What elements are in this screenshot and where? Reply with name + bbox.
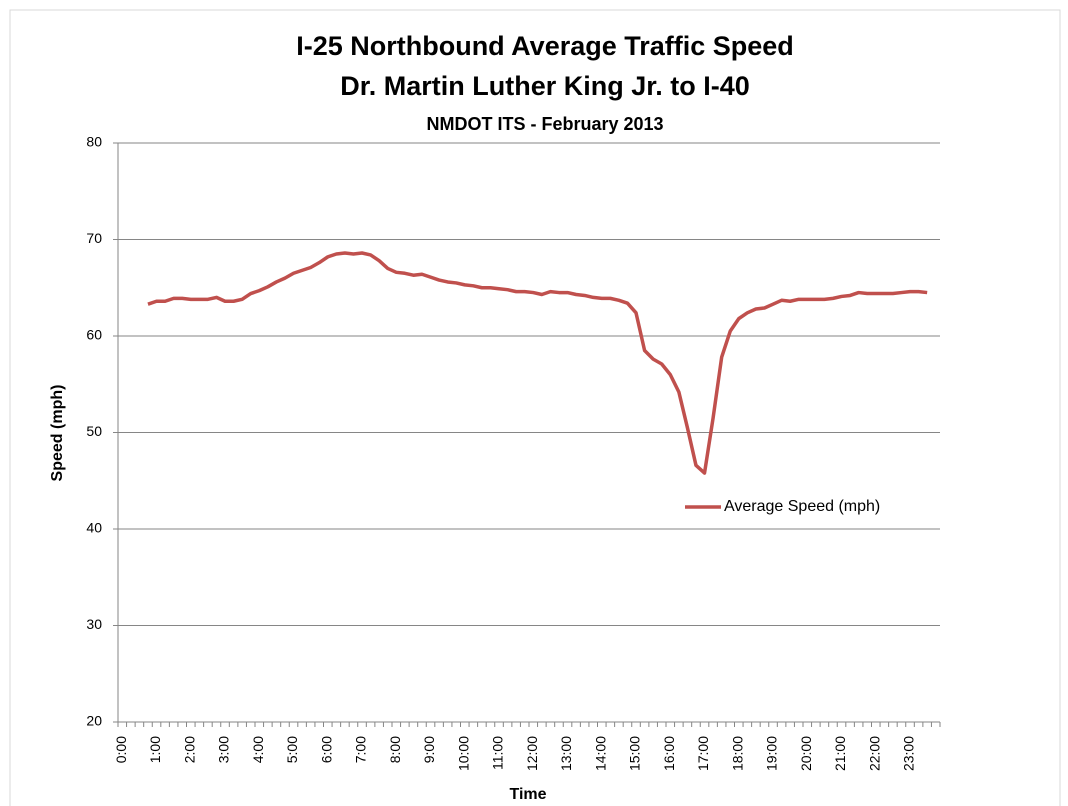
- x-tick-label: 12:00: [524, 736, 540, 771]
- x-tick-label: 13:00: [558, 736, 574, 771]
- x-tick-label: 23:00: [901, 736, 917, 771]
- chart-subtitle: Dr. Martin Luther King Jr. to I-40: [340, 71, 750, 101]
- x-tick-label: 11:00: [490, 736, 506, 770]
- x-tick-label: 19:00: [764, 736, 780, 771]
- chart-title: I-25 Northbound Average Traffic Speed: [296, 31, 794, 61]
- x-tick-label: 7:00: [353, 736, 369, 763]
- x-tick-label: 8:00: [387, 736, 403, 763]
- x-tick-label: 1:00: [147, 736, 163, 763]
- y-tick-label: 20: [86, 713, 102, 729]
- y-tick-label: 80: [86, 134, 102, 150]
- x-tick-label: 6:00: [318, 736, 334, 763]
- data-line: [147, 251, 928, 475]
- y-tick-label: 50: [86, 423, 102, 439]
- x-tick-label: 16:00: [661, 736, 677, 771]
- x-tick-label: 10:00: [455, 736, 471, 771]
- y-tick-label: 60: [86, 327, 102, 343]
- x-tick-label: 22:00: [866, 736, 882, 771]
- y-tick-label: 30: [86, 616, 102, 632]
- x-tick-label: 18:00: [729, 736, 745, 771]
- y-axis-label: Speed (mph): [49, 385, 66, 482]
- x-tick-label: 14:00: [592, 736, 608, 771]
- x-tick-label: 5:00: [284, 736, 300, 763]
- x-tick-label: 9:00: [421, 736, 437, 763]
- x-axis-label: Time: [509, 786, 546, 803]
- y-tick-label: 70: [86, 230, 102, 246]
- x-tick-label: 15:00: [627, 736, 643, 771]
- x-tick-label: 20:00: [798, 736, 814, 771]
- x-tick-label: 4:00: [250, 736, 266, 763]
- chart-subtitle2: NMDOT ITS - February 2013: [426, 114, 663, 134]
- x-tick-label: 17:00: [695, 736, 711, 771]
- x-tick-label: 3:00: [216, 736, 232, 763]
- legend-label: Average Speed (mph): [724, 498, 880, 515]
- x-tick-label: 2:00: [181, 736, 197, 763]
- y-tick-label: 40: [86, 520, 102, 536]
- x-tick-label: 21:00: [832, 736, 848, 771]
- x-tick-label: 0:00: [113, 736, 129, 763]
